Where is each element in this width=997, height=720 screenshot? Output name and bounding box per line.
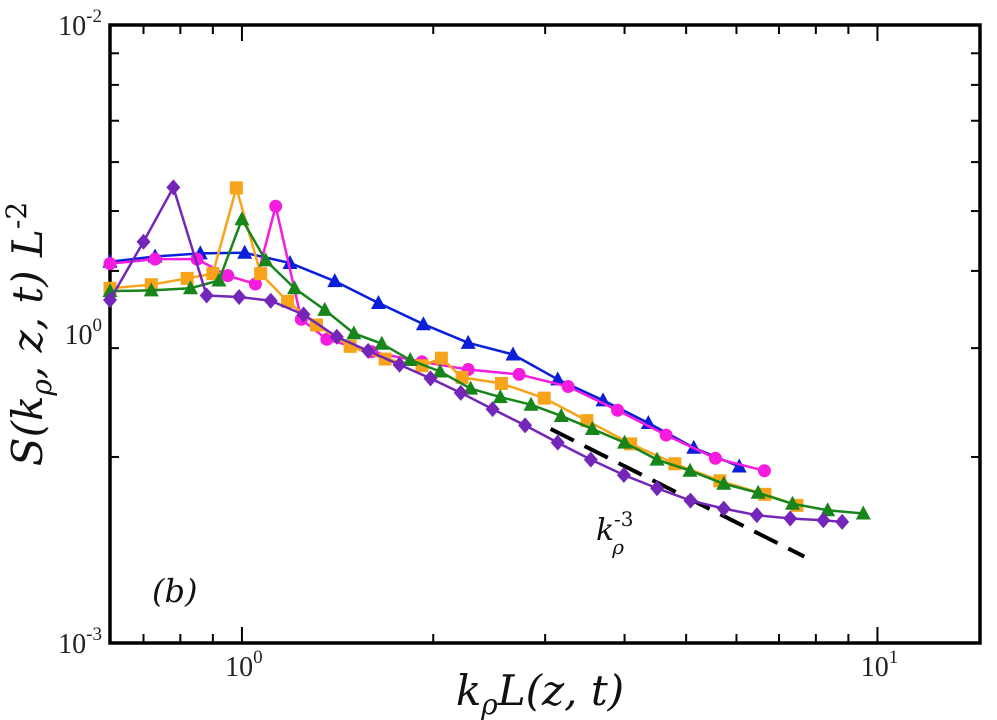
data-point xyxy=(460,334,476,349)
data-point xyxy=(820,502,836,517)
data-point xyxy=(659,428,673,442)
data-point xyxy=(320,332,334,346)
data-point xyxy=(183,280,199,295)
data-point xyxy=(211,272,227,287)
data-point xyxy=(505,346,521,361)
data-point xyxy=(583,451,598,468)
data-point xyxy=(835,513,850,530)
data-point xyxy=(683,492,698,509)
data-point xyxy=(103,291,117,308)
data-point xyxy=(166,179,181,196)
data-point xyxy=(716,475,732,490)
data-point xyxy=(649,451,665,466)
data-point xyxy=(650,480,665,497)
data-point xyxy=(143,282,159,297)
data-point xyxy=(287,280,303,295)
data-point xyxy=(237,244,253,259)
data-point xyxy=(485,401,500,418)
data-point xyxy=(296,306,311,323)
series-orange xyxy=(103,181,804,512)
y-tick-label: 100 xyxy=(65,315,103,351)
series-group xyxy=(102,179,871,530)
y-tick-label: 10-2 xyxy=(58,6,102,42)
data-point xyxy=(148,252,162,266)
data-point xyxy=(855,505,871,520)
series-line-orange xyxy=(109,183,798,507)
data-point xyxy=(374,335,390,350)
data-point xyxy=(258,252,274,267)
guide-line-label: kρ-3 xyxy=(596,507,633,559)
data-point xyxy=(580,414,594,428)
data-point xyxy=(254,267,268,281)
data-point xyxy=(423,370,438,387)
data-point xyxy=(317,301,333,316)
data-point xyxy=(561,380,575,394)
y-axis-title: S(kρ, z, t) L-2 xyxy=(0,202,58,466)
data-point xyxy=(783,510,798,527)
data-point xyxy=(512,367,526,381)
data-point xyxy=(784,495,800,510)
x-tick-label: 101 xyxy=(861,647,899,683)
data-point xyxy=(221,269,235,283)
data-point xyxy=(281,294,295,308)
axis-ticks xyxy=(110,24,980,644)
data-point xyxy=(584,420,600,435)
panel-label: (b) xyxy=(152,572,197,610)
data-point xyxy=(617,434,633,449)
data-point xyxy=(329,328,344,345)
data-point xyxy=(434,351,448,365)
data-point xyxy=(269,199,283,213)
series-green xyxy=(102,211,871,520)
data-point xyxy=(616,467,631,484)
data-point xyxy=(757,464,771,478)
data-point xyxy=(282,254,298,269)
data-point xyxy=(402,352,418,367)
data-point xyxy=(463,380,479,395)
data-point xyxy=(816,512,831,529)
data-point xyxy=(361,342,376,359)
data-point xyxy=(432,363,448,378)
data-point xyxy=(327,273,343,288)
data-point xyxy=(248,277,262,291)
data-point xyxy=(749,507,764,524)
guide-line xyxy=(549,427,806,559)
annotations: (b) kρ-3 xyxy=(152,507,633,610)
series-line-green xyxy=(109,216,864,515)
data-point xyxy=(682,462,698,477)
data-point xyxy=(206,267,220,281)
data-point xyxy=(103,257,117,271)
data-point xyxy=(136,233,151,250)
y-tick-label: 10-3 xyxy=(58,624,102,660)
data-point xyxy=(553,407,569,422)
data-point xyxy=(750,484,766,499)
data-point xyxy=(232,288,247,305)
series-magenta xyxy=(103,199,771,478)
data-point xyxy=(708,451,722,465)
data-point xyxy=(415,316,431,331)
plot-frame xyxy=(108,23,982,645)
data-point xyxy=(494,376,508,390)
guide-line-group xyxy=(549,427,806,559)
data-point xyxy=(346,325,362,340)
data-point xyxy=(537,391,551,405)
data-point xyxy=(523,396,539,411)
x-axis-title: kρL(z, t) xyxy=(456,666,624,720)
data-point xyxy=(492,389,508,404)
data-point xyxy=(716,500,731,517)
data-point xyxy=(453,384,468,401)
data-point xyxy=(392,356,407,373)
data-point xyxy=(263,292,278,309)
data-point xyxy=(370,294,386,309)
data-point xyxy=(550,434,565,451)
data-point xyxy=(234,211,250,226)
data-point xyxy=(199,287,214,304)
data-point xyxy=(518,417,533,434)
x-tick-label: 100 xyxy=(225,647,263,683)
data-point xyxy=(229,181,243,195)
series-purple xyxy=(103,179,850,530)
data-point xyxy=(611,403,625,417)
tick-labels: 100 101 10-3 100 10-2 xyxy=(58,6,898,683)
